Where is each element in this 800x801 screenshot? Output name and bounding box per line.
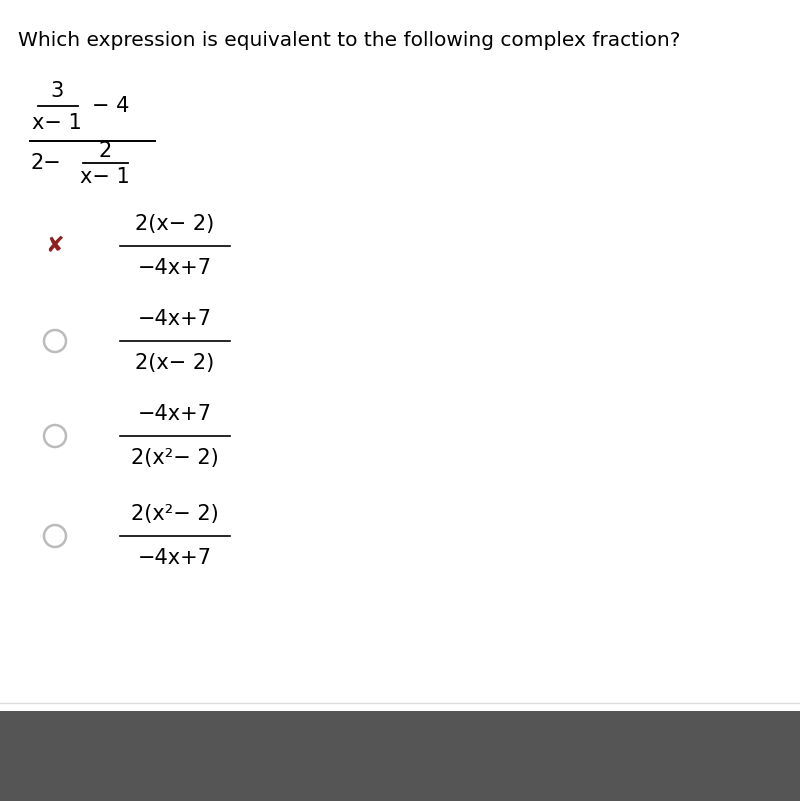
Text: − 4: − 4 <box>92 96 130 116</box>
Text: −4x+7: −4x+7 <box>138 258 212 278</box>
Text: −4x+7: −4x+7 <box>138 404 212 424</box>
Text: 3: 3 <box>50 81 64 101</box>
Text: ✘: ✘ <box>46 236 64 256</box>
Text: 2−: 2− <box>30 153 61 173</box>
Text: x− 1: x− 1 <box>80 167 130 187</box>
Text: Which expression is equivalent to the following complex fraction?: Which expression is equivalent to the fo… <box>18 31 680 50</box>
Text: 2(x²− 2): 2(x²− 2) <box>131 504 219 524</box>
Text: −4x+7: −4x+7 <box>138 309 212 329</box>
Text: 2(x− 2): 2(x− 2) <box>135 353 214 373</box>
Bar <box>0 711 800 801</box>
Text: 2(x− 2): 2(x− 2) <box>135 214 214 234</box>
Text: −4x+7: −4x+7 <box>138 548 212 568</box>
Text: 2(x²− 2): 2(x²− 2) <box>131 448 219 468</box>
Text: 2: 2 <box>98 141 112 161</box>
Text: x− 1: x− 1 <box>32 113 82 133</box>
